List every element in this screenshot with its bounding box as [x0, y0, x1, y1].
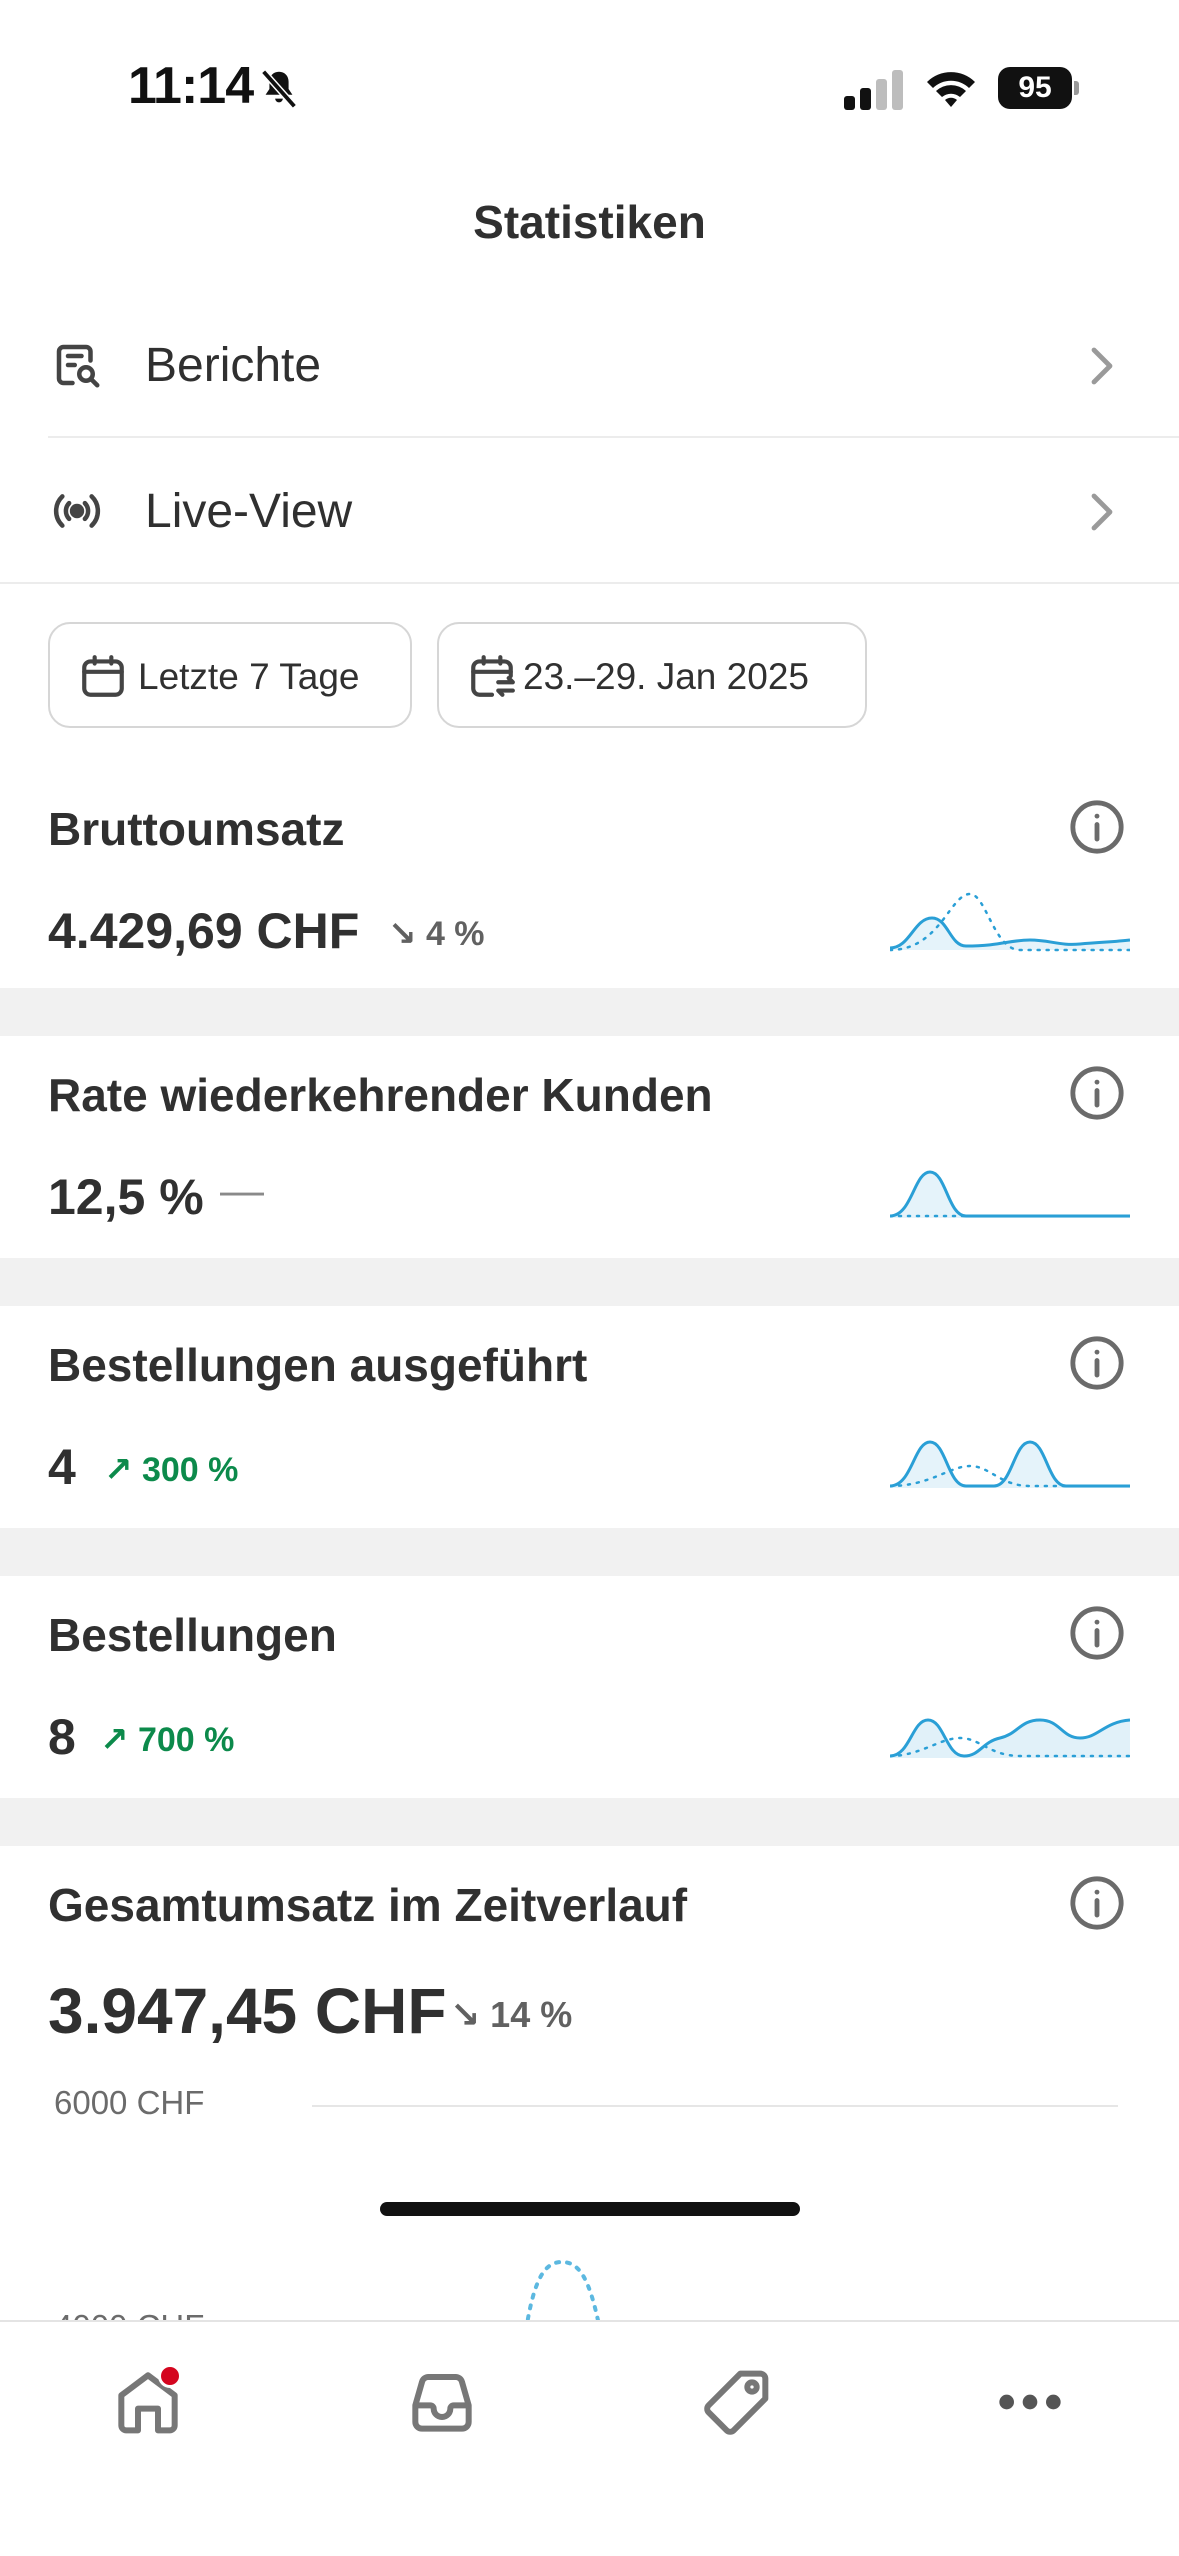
sparkline-chart	[890, 1170, 1130, 1218]
chevron-right-icon	[1091, 493, 1113, 531]
metric-card-returning-customers[interactable]: Rate wiederkehrender Kunden 12,5 % —	[0, 1036, 1179, 1258]
metric-title: Gesamtumsatz im Zeitverlauf	[48, 1879, 688, 1931]
bell-slash-icon	[261, 69, 297, 109]
report-search-icon	[56, 344, 100, 388]
section-gap	[0, 1528, 1179, 1576]
metric-delta: ↗ 700 %	[100, 1721, 235, 1759]
total-sales-value: 3.947,45 CHF	[48, 1975, 447, 2047]
total-sales-delta: ↘ 14 %	[450, 1994, 573, 2035]
status-bar: 11:14 95	[0, 0, 1179, 150]
total-sales-comparison-line	[524, 2259, 602, 2330]
info-icon[interactable]	[1068, 1874, 1126, 1932]
metric-title: Bestellungen ausgeführt	[48, 1339, 588, 1391]
status-time: 11:14	[128, 57, 254, 115]
section-gap	[0, 1258, 1179, 1306]
metric-value: 4.429,69 CHF	[48, 903, 360, 959]
y-axis-tick-label: 6000 CHF	[54, 2084, 205, 2121]
info-icon[interactable]	[1068, 1064, 1126, 1122]
calendar-icon	[82, 655, 124, 697]
sparkline-chart	[890, 892, 1130, 952]
nav-item-reports[interactable]: Berichte	[0, 292, 1179, 438]
arrow-up-right-icon: ↗	[104, 1451, 142, 1489]
metric-value: 8	[48, 1709, 76, 1765]
compare-date-filter-button[interactable]: 23.–29. Jan 2025	[437, 622, 867, 728]
wifi-icon	[927, 72, 975, 107]
tab-products[interactable]	[697, 2362, 777, 2442]
metric-value: 4	[48, 1439, 76, 1495]
home-indicator	[380, 2202, 800, 2216]
date-range-label: Letzte 7 Tage	[138, 656, 360, 697]
nav-item-live-view[interactable]: Live-View	[0, 438, 1179, 584]
metric-card-gross-sales[interactable]: Bruttoumsatz 4.429,69 CHF ↘ 4 %	[0, 770, 1179, 988]
section-gap	[0, 1798, 1179, 1846]
section-gap	[0, 988, 1179, 1036]
metric-delta: —	[220, 1166, 264, 1215]
arrow-up-right-icon: ↗	[100, 1721, 138, 1759]
battery-level: 95	[998, 67, 1072, 109]
live-broadcast-icon	[53, 494, 101, 528]
sparkline-chart	[890, 1718, 1130, 1758]
compare-date-label: 23.–29. Jan 2025	[523, 656, 809, 697]
metric-title: Bestellungen	[48, 1609, 337, 1661]
arrow-down-right-icon: ↘	[450, 1994, 491, 2035]
divider	[0, 582, 1179, 584]
total-sales-card[interactable]: Gesamtumsatz im Zeitverlauf	[0, 1846, 1179, 2320]
arrow-down-right-icon: ↘	[388, 915, 426, 953]
metric-title: Rate wiederkehrender Kunden	[48, 1069, 713, 1121]
date-range-filter-button[interactable]: Letzte 7 Tage	[48, 622, 412, 728]
page-title: Statistiken	[473, 196, 706, 248]
chevron-right-icon	[1091, 347, 1113, 385]
home-icon	[118, 2372, 178, 2434]
nav-item-label: Berichte	[145, 339, 322, 392]
more-icon	[999, 2394, 1061, 2410]
tab-bar	[0, 2320, 1179, 2556]
inbox-icon	[412, 2374, 472, 2432]
calendar-compare-icon	[471, 655, 515, 697]
tag-icon	[704, 2370, 769, 2435]
signal-icon	[844, 70, 903, 110]
metric-card-orders[interactable]: Bestellungen 8 ↗ 700 %	[0, 1576, 1179, 1798]
metric-delta: ↗ 300 %	[104, 1451, 239, 1489]
notification-badge	[158, 2364, 182, 2388]
metric-card-orders-fulfilled[interactable]: Bestellungen ausgeführt 4 ↗ 300 %	[0, 1306, 1179, 1528]
metric-title: Bruttoumsatz	[48, 803, 345, 855]
metric-value: 12,5 %	[48, 1169, 204, 1225]
gridline	[312, 2105, 1118, 2107]
info-icon[interactable]	[1068, 798, 1126, 856]
battery-icon: 95	[998, 67, 1080, 109]
info-icon[interactable]	[1068, 1334, 1126, 1392]
tab-more[interactable]	[990, 2362, 1070, 2442]
sparkline-chart	[890, 1440, 1130, 1488]
metric-delta: ↘ 4 %	[388, 915, 485, 953]
tab-home[interactable]	[108, 2362, 188, 2442]
divider	[48, 436, 1179, 438]
info-icon[interactable]	[1068, 1604, 1126, 1662]
nav-item-label: Live-View	[145, 485, 353, 538]
tab-orders[interactable]	[402, 2362, 482, 2442]
